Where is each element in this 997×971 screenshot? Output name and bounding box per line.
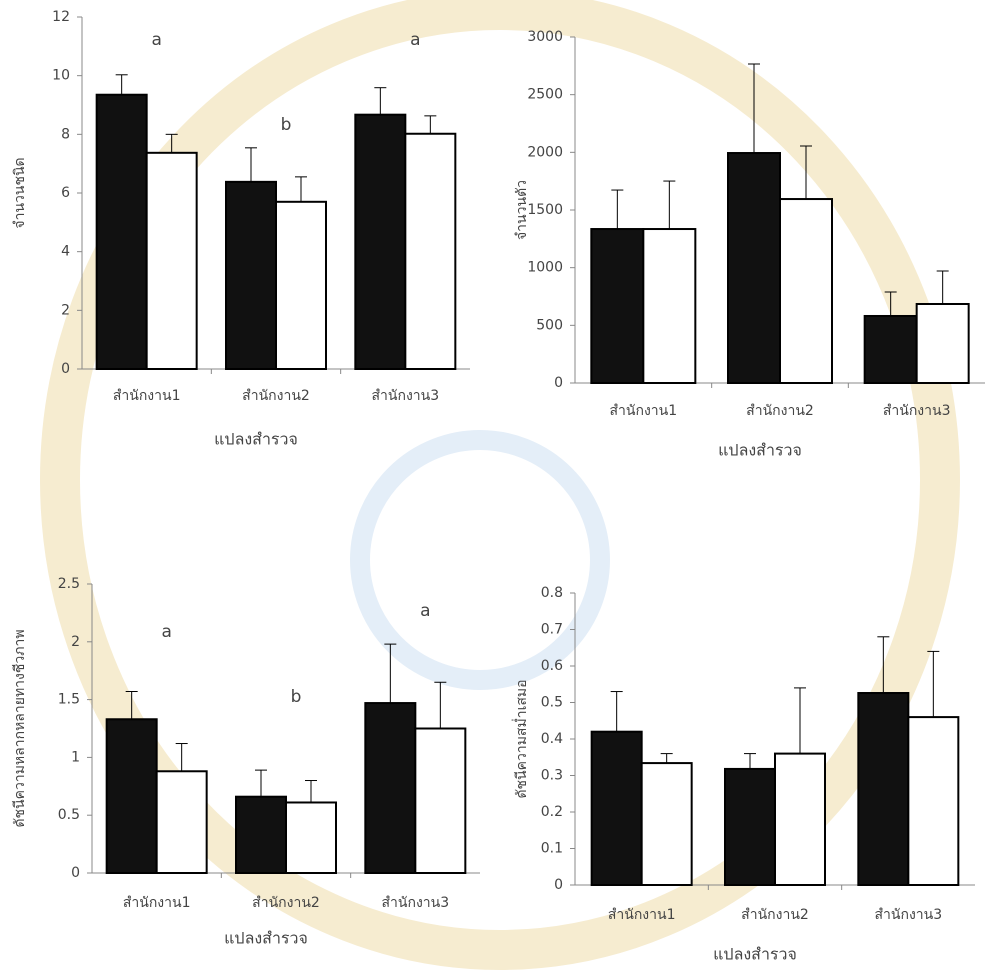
- bar: [275, 200, 327, 370]
- x-axis-label: แปลงสำรวจ: [718, 441, 802, 460]
- y-tick-label: 1000: [527, 260, 563, 276]
- bar: [915, 302, 970, 385]
- bar: [724, 767, 776, 886]
- watermark: [40, 0, 960, 970]
- annotation: a: [410, 30, 420, 50]
- annotation: a: [420, 601, 430, 621]
- bar: [590, 730, 643, 887]
- bar: [774, 752, 826, 886]
- y-tick-label: 6: [61, 185, 70, 201]
- x-tick-label: สำนักงาน2: [741, 907, 809, 923]
- annotation: a: [151, 30, 161, 50]
- x-tick-label: สำนักงาน1: [113, 388, 181, 404]
- bar: [404, 132, 457, 370]
- y-tick-label: 0.1: [541, 841, 563, 857]
- x-tick-label: สำนักงาน1: [123, 895, 191, 911]
- x-tick-label: สำนักงาน3: [382, 895, 450, 911]
- bar: [95, 93, 148, 370]
- y-tick-label: 1: [71, 749, 80, 765]
- watermark-seal: [350, 430, 610, 690]
- x-axis-label: แปลงสำรวจ: [214, 430, 298, 449]
- x-tick-label: สำนักงาน1: [610, 403, 678, 419]
- bar: [105, 718, 158, 875]
- y-tick-label: 0.8: [541, 585, 563, 601]
- x-tick-label: สำนักงาน3: [875, 907, 943, 923]
- bar: [414, 727, 467, 874]
- y-tick-label: 1.5: [58, 692, 80, 708]
- y-tick-label: 0: [71, 865, 80, 881]
- bar: [225, 180, 277, 370]
- bar: [640, 762, 693, 887]
- x-axis-label: แปลงสำรวจ: [713, 945, 797, 964]
- y-tick-label: 8: [61, 126, 70, 142]
- y-tick-label: 10: [52, 68, 70, 84]
- x-tick-label: สำนักงาน1: [608, 907, 676, 923]
- bar: [155, 770, 208, 874]
- bar: [285, 801, 337, 875]
- bar: [590, 228, 645, 384]
- y-tick-label: 0.5: [541, 695, 563, 711]
- y-tick-label: 2: [71, 634, 80, 650]
- annotation: b: [291, 687, 302, 707]
- bar: [354, 113, 407, 371]
- y-axis-label: จำนวนตัว: [514, 180, 530, 240]
- y-tick-label: 12: [52, 9, 70, 25]
- y-tick-label: 0: [554, 375, 563, 391]
- bar: [145, 151, 198, 370]
- y-tick-label: 0: [61, 361, 70, 377]
- bar: [364, 702, 417, 874]
- bar: [235, 795, 287, 874]
- y-tick-label: 0.7: [541, 622, 563, 638]
- x-tick-label: สำนักงาน2: [746, 403, 814, 419]
- bar: [857, 692, 910, 887]
- bar: [642, 228, 697, 384]
- y-tick-label: 2: [61, 302, 70, 318]
- annotation: a: [161, 622, 171, 642]
- x-tick-label: สำนักงาน3: [372, 388, 440, 404]
- y-tick-label: 500: [536, 317, 563, 333]
- x-tick-label: สำนักงาน2: [242, 388, 310, 404]
- bar: [907, 716, 960, 886]
- y-axis-label: ดัชนีความสม่ำเสมอ: [512, 679, 530, 798]
- y-tick-label: 2.5: [58, 576, 80, 592]
- annotation: b: [281, 115, 292, 135]
- y-tick-label: 0.3: [541, 768, 563, 784]
- y-tick-label: 0: [554, 877, 563, 893]
- x-tick-label: สำนักงาน2: [252, 895, 320, 911]
- y-tick-label: 3000: [527, 29, 563, 45]
- y-axis-label: ดัชนีความหลากหลายทางชีวภาพ: [12, 629, 28, 827]
- y-tick-label: 0.2: [541, 804, 563, 820]
- y-tick-label: 4: [61, 244, 70, 260]
- y-tick-label: 0.6: [541, 658, 563, 674]
- y-tick-label: 2000: [527, 144, 563, 160]
- y-tick-label: 1500: [527, 202, 563, 218]
- y-tick-label: 0.4: [541, 731, 563, 747]
- x-tick-label: สำนักงาน3: [883, 403, 951, 419]
- bar: [863, 314, 918, 384]
- y-tick-label: 0.5: [58, 807, 80, 823]
- bar: [779, 198, 833, 384]
- bar: [727, 152, 781, 384]
- y-axis-label: จำนวนชนิด: [12, 157, 28, 228]
- x-axis-label: แปลงสำรวจ: [224, 929, 308, 948]
- y-tick-label: 2500: [527, 87, 563, 103]
